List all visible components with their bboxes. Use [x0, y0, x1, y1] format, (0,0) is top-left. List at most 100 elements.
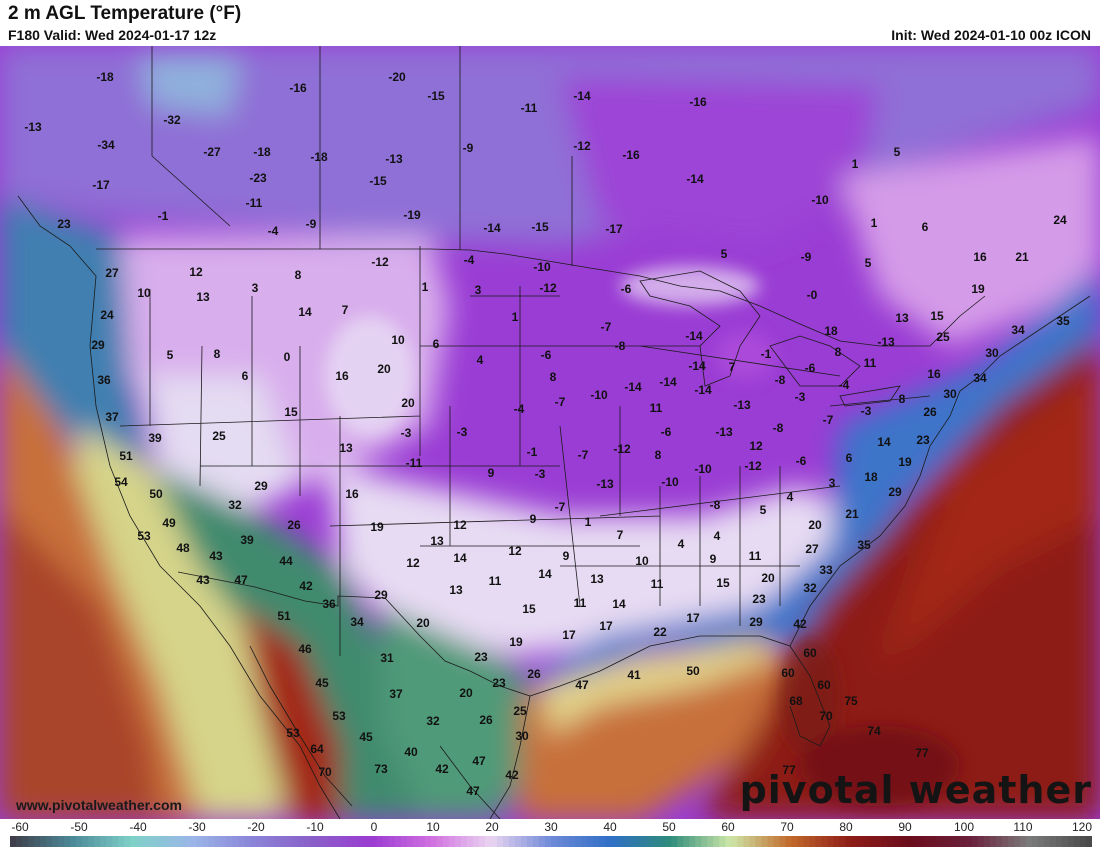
colorbar-segment: [262, 836, 270, 847]
colorbar-segment: [785, 836, 793, 847]
colorbar-segment: [208, 836, 215, 847]
colorbar-segment: [593, 836, 600, 847]
colorbar-tick-label: -40: [129, 820, 147, 834]
colorbar-segment: [965, 836, 973, 847]
temperature-label: 29: [749, 615, 763, 629]
colorbar-segment: [334, 836, 342, 847]
temperature-label: 42: [299, 579, 313, 593]
temperature-label: 49: [162, 516, 176, 530]
colorbar-segment: [863, 836, 871, 847]
colorbar-segment: [917, 836, 925, 847]
mexico-gulf-region: [380, 606, 540, 819]
temperature-label: -3: [535, 467, 546, 481]
temperature-label: 4: [678, 537, 685, 551]
colorbar-segment: [887, 836, 895, 847]
caribbean-warm-patch: [800, 726, 960, 806]
temperature-label: 9: [488, 466, 495, 480]
colorbar-segment: [773, 836, 781, 847]
colorbar-segment: [382, 836, 390, 847]
temperature-label: 53: [332, 709, 346, 723]
temperature-label: -12: [371, 255, 389, 269]
colorbar-segment: [268, 836, 276, 847]
temperature-label: 14: [877, 435, 891, 449]
temperature-label: 16: [927, 367, 941, 381]
temperature-label: -10: [590, 388, 608, 402]
temperature-label: 45: [359, 730, 373, 744]
temperature-label: -15: [369, 174, 387, 188]
colorbar-segment: [340, 836, 348, 847]
colorbar-segment: [76, 836, 83, 847]
temperature-label: -9: [463, 141, 474, 155]
temperature-label: 7: [617, 528, 624, 542]
temperature-label: 15: [522, 602, 536, 616]
colorbar-tick-label: -10: [306, 820, 324, 834]
colorbar-segment: [1007, 836, 1015, 847]
temperature-label: -4: [839, 378, 850, 392]
temperature-label: 13: [430, 534, 444, 548]
temperature-label: 16: [973, 250, 987, 264]
temperature-label: -10: [533, 260, 551, 274]
temperature-label: 10: [635, 554, 649, 568]
colorbar-segment: [442, 836, 450, 847]
colorbar-segment: [701, 836, 708, 847]
temperature-label: 45: [315, 676, 329, 690]
temperature-label: -18: [310, 150, 328, 164]
colorbar-segment: [376, 836, 384, 847]
colorbar-segment: [1037, 836, 1045, 847]
temperature-label: -32: [163, 113, 181, 127]
colorbar-segment: [10, 836, 17, 847]
colorbar-segment: [1019, 836, 1027, 847]
temperature-label: 47: [234, 573, 248, 587]
temperature-label: -7: [578, 448, 589, 462]
colorbar-segment: [28, 836, 35, 847]
colorbar-segment: [316, 836, 324, 847]
colorbar-segment: [460, 836, 468, 847]
temperature-label: 10: [137, 286, 151, 300]
colorbar-segment: [647, 836, 654, 847]
colorbar-tick-label: 70: [780, 820, 794, 834]
temperature-label: 44: [279, 554, 293, 568]
colorbar-segment: [502, 836, 510, 847]
temperature-label: 4: [714, 529, 721, 543]
temperature-label: 9: [530, 512, 537, 526]
state-lines: [119, 246, 931, 656]
temperature-label: 31: [380, 651, 394, 665]
colorbar-segment: [1049, 836, 1057, 847]
temperature-label: 25: [513, 704, 527, 718]
temperature-label: -7: [555, 395, 566, 409]
temperature-label: 1: [871, 216, 878, 230]
temperature-label: 36: [97, 373, 111, 387]
temperature-field: [0, 46, 1100, 819]
temperature-label: 26: [287, 518, 301, 532]
temperature-label: -14: [686, 172, 704, 186]
colorbar-segment: [250, 836, 258, 847]
temperature-label: -14: [694, 383, 712, 397]
colorbar-segment: [328, 836, 336, 847]
temperature-label: 1: [422, 280, 429, 294]
temperature-label: -14: [624, 380, 642, 394]
colorbar-tick-label: 60: [721, 820, 735, 834]
temperature-label: 20: [416, 616, 430, 630]
temperature-label: 39: [148, 431, 162, 445]
temperature-label: 20: [761, 571, 775, 585]
colorbar-segment: [557, 836, 564, 847]
temperature-label: 6: [433, 337, 440, 351]
temperature-label: 17: [686, 611, 700, 625]
colorbar-segment: [544, 836, 552, 847]
temperature-label: 39: [240, 533, 254, 547]
temperature-label: 5: [721, 247, 728, 261]
temperature-label: 36: [322, 597, 336, 611]
init-time: Init: Wed 2024-01-10 00z ICON: [891, 27, 1091, 43]
temperature-label: 75: [844, 694, 858, 708]
colorbar-segment: [641, 836, 648, 847]
colorbar-segment: [713, 836, 720, 847]
colorbar-segment: [953, 836, 961, 847]
california-warm-region: [70, 426, 300, 819]
temperature-label: -9: [306, 217, 317, 231]
colorbar-tick-label: -30: [188, 820, 206, 834]
temperature-label: -10: [661, 475, 679, 489]
temperature-label: 14: [538, 567, 552, 581]
temperature-label: 34: [1011, 323, 1025, 337]
temperature-label: 60: [781, 666, 795, 680]
colorbar: -60 -50 -40 -30 -20 -10 0 10 20 30 40 50 60 70 80 90 100…: [0, 819, 1100, 850]
